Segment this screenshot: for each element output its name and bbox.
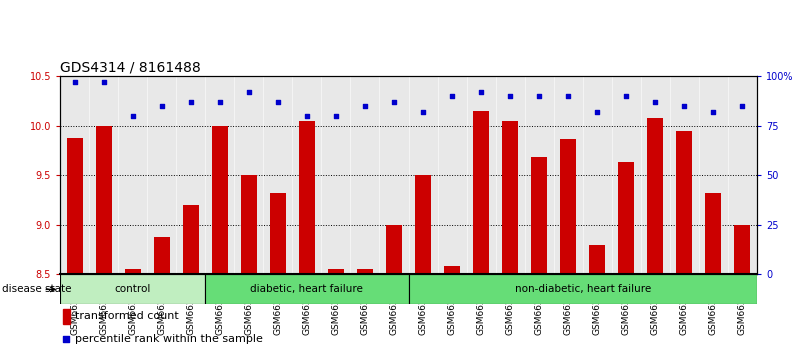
Point bbox=[127, 113, 139, 119]
Bar bbox=[676, 131, 692, 274]
Point bbox=[243, 89, 256, 95]
Point bbox=[736, 103, 749, 109]
Point bbox=[707, 109, 720, 115]
FancyBboxPatch shape bbox=[409, 274, 757, 304]
Bar bbox=[241, 175, 257, 274]
Bar bbox=[502, 121, 518, 274]
Point bbox=[562, 93, 574, 99]
Point bbox=[388, 99, 400, 105]
Bar bbox=[706, 193, 722, 274]
Bar bbox=[211, 126, 227, 274]
Point bbox=[475, 89, 488, 95]
Point bbox=[359, 103, 372, 109]
Point bbox=[417, 109, 429, 115]
Bar bbox=[618, 162, 634, 274]
Bar bbox=[473, 111, 489, 274]
Bar bbox=[328, 269, 344, 274]
Point bbox=[97, 79, 110, 85]
Point bbox=[445, 93, 458, 99]
Text: GDS4314 / 8161488: GDS4314 / 8161488 bbox=[60, 61, 201, 75]
Bar bbox=[560, 138, 576, 274]
Bar bbox=[531, 158, 547, 274]
Bar bbox=[125, 269, 141, 274]
Bar bbox=[183, 205, 199, 274]
Bar bbox=[63, 309, 70, 324]
Point bbox=[155, 103, 168, 109]
Bar bbox=[299, 121, 315, 274]
Text: percentile rank within the sample: percentile rank within the sample bbox=[75, 334, 264, 344]
Bar bbox=[270, 193, 286, 274]
Point bbox=[300, 113, 313, 119]
Point bbox=[329, 113, 342, 119]
Point bbox=[649, 99, 662, 105]
FancyBboxPatch shape bbox=[60, 274, 205, 304]
Point bbox=[591, 109, 604, 115]
Point bbox=[60, 336, 73, 342]
Text: disease state: disease state bbox=[2, 284, 71, 295]
Bar bbox=[735, 225, 751, 274]
Point bbox=[68, 79, 81, 85]
Text: non-diabetic, heart failure: non-diabetic, heart failure bbox=[514, 284, 651, 295]
FancyBboxPatch shape bbox=[205, 274, 409, 304]
Bar bbox=[647, 118, 663, 274]
Bar bbox=[154, 237, 170, 274]
Point bbox=[272, 99, 284, 105]
Text: transformed count: transformed count bbox=[75, 312, 179, 321]
Point bbox=[533, 93, 545, 99]
Bar bbox=[386, 225, 402, 274]
Point bbox=[678, 103, 690, 109]
Point bbox=[620, 93, 633, 99]
Bar bbox=[95, 126, 111, 274]
Bar bbox=[357, 269, 373, 274]
Text: control: control bbox=[115, 284, 151, 295]
Bar bbox=[590, 245, 606, 274]
Point bbox=[504, 93, 517, 99]
Bar bbox=[444, 267, 460, 274]
Text: diabetic, heart failure: diabetic, heart failure bbox=[251, 284, 364, 295]
Point bbox=[184, 99, 197, 105]
Bar bbox=[66, 138, 83, 274]
Bar bbox=[415, 175, 431, 274]
Point bbox=[213, 99, 226, 105]
